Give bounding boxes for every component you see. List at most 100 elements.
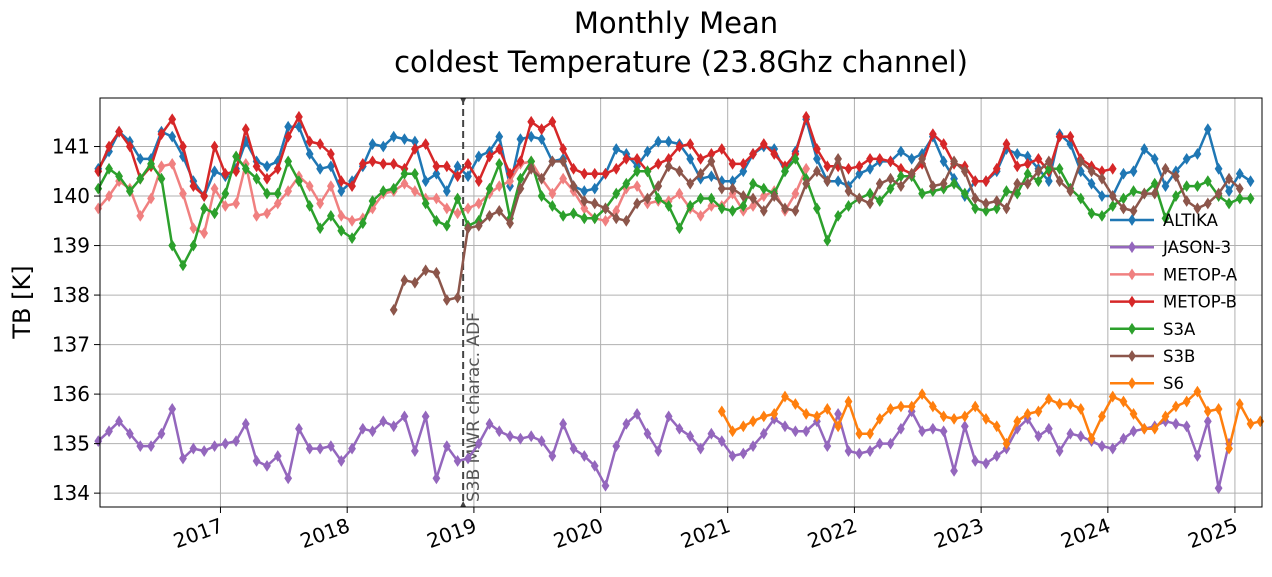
chart-title: Monthly Mean (574, 6, 778, 40)
data-point (400, 133, 409, 146)
data-point (675, 222, 684, 235)
data-point (960, 410, 969, 423)
data-point (654, 135, 663, 148)
data-point (886, 155, 895, 168)
data-point (136, 152, 145, 165)
data-point (1182, 180, 1191, 193)
data-point (410, 143, 419, 155)
data-point (432, 167, 441, 180)
data-point (200, 190, 209, 202)
data-point (1002, 185, 1011, 197)
data-point (875, 195, 884, 207)
data-point (770, 408, 779, 420)
data-point (168, 130, 177, 143)
legend-item: METOP-A (1110, 265, 1238, 284)
data-point (866, 445, 874, 457)
data-point (992, 202, 1001, 215)
data-point (622, 417, 631, 430)
data-point (1013, 160, 1022, 173)
data-point (548, 450, 557, 462)
data-point (537, 123, 546, 136)
data-point (992, 195, 1001, 207)
data-point (559, 143, 568, 155)
data-point (1055, 175, 1064, 188)
data-point (654, 445, 663, 457)
data-point (1066, 398, 1075, 410)
data-point (442, 294, 451, 306)
data-point (1023, 408, 1032, 420)
data-point (866, 152, 874, 165)
data-point (855, 192, 864, 205)
data-point (770, 190, 779, 202)
data-point (1235, 398, 1244, 410)
data-point (495, 425, 504, 438)
legend-label: S6 (1163, 374, 1184, 393)
data-point (612, 162, 621, 175)
x-tick-label: 2017 (170, 513, 226, 553)
data-point (105, 140, 113, 153)
data-point (749, 440, 757, 453)
data-point (252, 455, 261, 467)
data-point (421, 175, 430, 188)
data-point (1013, 415, 1022, 428)
data-point (136, 440, 145, 453)
data-point (125, 185, 134, 197)
data-point (580, 212, 589, 225)
data-point (1161, 162, 1170, 175)
data-point (928, 180, 937, 193)
data-point (739, 165, 748, 178)
data-point (971, 175, 980, 188)
data-point (157, 128, 166, 141)
data-point (432, 192, 441, 205)
data-point (1002, 138, 1011, 150)
data-point (749, 415, 757, 428)
data-point (548, 155, 557, 168)
data-point (136, 209, 145, 222)
data-point (168, 239, 177, 252)
data-point (569, 180, 578, 193)
data-point (707, 170, 716, 183)
data-point (939, 410, 948, 423)
data-point (1150, 152, 1159, 165)
data-point (686, 138, 695, 150)
data-point (495, 204, 504, 217)
data-point (897, 145, 905, 158)
y-tick-label: 137 (52, 333, 90, 357)
data-point (358, 217, 367, 230)
data-point (696, 209, 705, 222)
data-point (875, 412, 884, 425)
data-point (305, 442, 314, 455)
data-point (421, 138, 430, 150)
data-point (749, 177, 757, 190)
x-tick-label: 2022 (804, 513, 860, 553)
legend-marker (1128, 214, 1136, 226)
data-point (928, 400, 937, 413)
data-point (1203, 405, 1212, 418)
data-point (982, 175, 990, 188)
data-point (410, 185, 419, 197)
data-point (400, 167, 409, 180)
y-tick-label: 139 (52, 234, 90, 258)
data-point (1098, 190, 1106, 202)
data-point (1034, 152, 1043, 165)
data-point (844, 185, 853, 197)
data-point (241, 417, 250, 430)
data-point (379, 185, 388, 197)
y-tick-label: 138 (52, 283, 90, 307)
data-point (559, 209, 568, 222)
data-point (432, 214, 441, 227)
data-point (1172, 400, 1180, 413)
data-point (823, 403, 832, 415)
annotation-marker-top (460, 98, 467, 104)
series-jason-3 (94, 403, 1233, 495)
data-point (971, 455, 980, 467)
data-point (897, 422, 905, 435)
annotation-marker-bottom (460, 501, 467, 507)
data-point (1172, 190, 1180, 202)
data-point (1225, 197, 1233, 210)
data-point (569, 162, 578, 175)
data-point (548, 200, 557, 212)
legend-label: JASON-3 (1162, 238, 1231, 257)
data-point (273, 450, 282, 462)
data-point (1108, 200, 1117, 212)
